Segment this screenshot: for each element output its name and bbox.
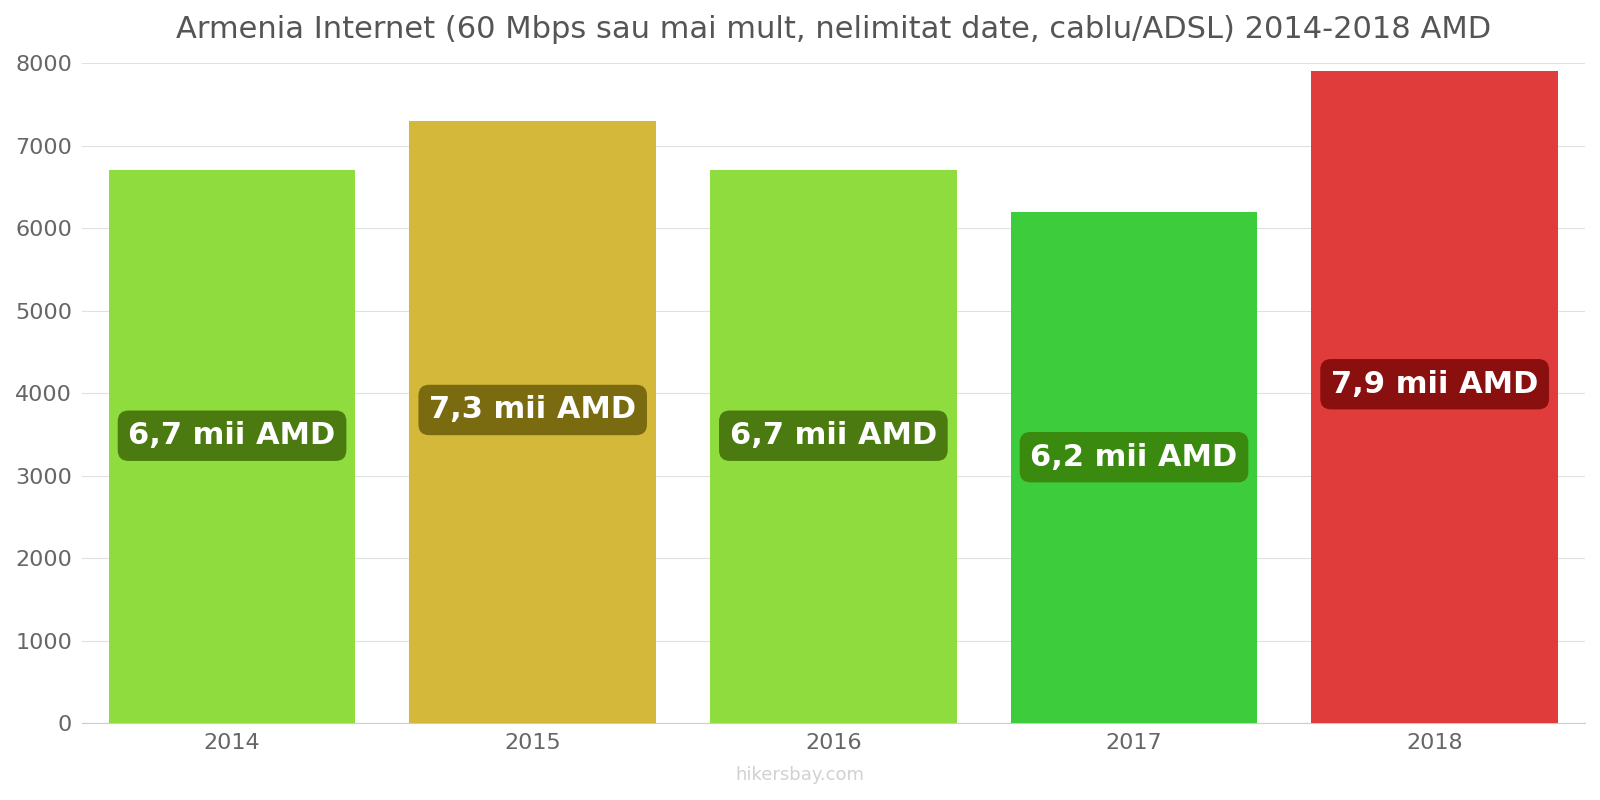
Text: 7,3 mii AMD: 7,3 mii AMD <box>429 395 637 425</box>
Bar <box>109 170 355 723</box>
Bar <box>1011 211 1258 723</box>
Text: hikersbay.com: hikersbay.com <box>736 766 864 784</box>
Text: 6,2 mii AMD: 6,2 mii AMD <box>1030 442 1238 472</box>
Text: 6,7 mii AMD: 6,7 mii AMD <box>730 422 938 450</box>
Bar <box>410 121 656 723</box>
Text: 6,7 mii AMD: 6,7 mii AMD <box>128 422 336 450</box>
Bar <box>1312 71 1558 723</box>
Title: Armenia Internet (60 Mbps sau mai mult, nelimitat date, cablu/ADSL) 2014-2018 AM: Armenia Internet (60 Mbps sau mai mult, … <box>176 15 1491 44</box>
Text: 7,9 mii AMD: 7,9 mii AMD <box>1331 370 1538 398</box>
Bar <box>710 170 957 723</box>
